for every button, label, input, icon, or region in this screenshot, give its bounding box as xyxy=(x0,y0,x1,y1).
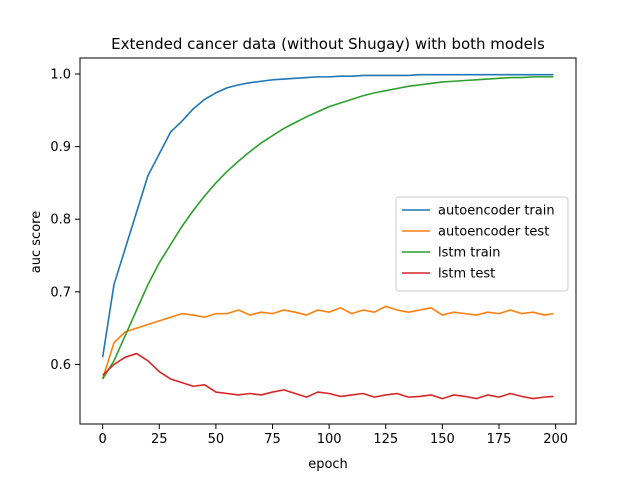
y-tick-label: 0.9 xyxy=(50,140,71,155)
legend-label-autoencoder-test: autoencoder test xyxy=(438,225,549,240)
x-tick-label: 75 xyxy=(264,432,281,447)
legend-label-lstm-test: lstm test xyxy=(438,267,495,282)
x-tick-label: 200 xyxy=(543,432,568,447)
y-tick-label: 1.0 xyxy=(50,67,71,82)
y-tick-label: 0.7 xyxy=(50,285,71,300)
x-tick-label: 125 xyxy=(373,432,398,447)
x-tick-label: 100 xyxy=(317,432,342,447)
x-tick-label: 175 xyxy=(487,432,512,447)
legend-label-autoencoder-train: autoencoder train xyxy=(438,204,555,219)
series-line-autoencoder-test xyxy=(101,305,554,380)
y-axis-label: auc score xyxy=(29,211,44,273)
series-line-lstm-test xyxy=(102,352,554,400)
legend-box xyxy=(395,196,569,292)
x-tick-label: 25 xyxy=(151,432,168,447)
y-tick-label: 0.6 xyxy=(50,358,71,373)
chart-title: Extended cancer data (without Shugay) wi… xyxy=(111,35,545,53)
series-line-autoencoder-train xyxy=(101,73,554,358)
series-line-lstm-train xyxy=(101,76,554,380)
x-axis-label: epoch xyxy=(308,457,348,472)
plot-frame xyxy=(79,57,577,425)
legend-label-lstm-train: lstm train xyxy=(438,246,501,261)
x-tick-label: 0 xyxy=(99,432,107,447)
y-tick-label: 0.8 xyxy=(50,213,71,228)
x-tick-label: 150 xyxy=(430,432,455,447)
x-tick-label: 50 xyxy=(208,432,225,447)
